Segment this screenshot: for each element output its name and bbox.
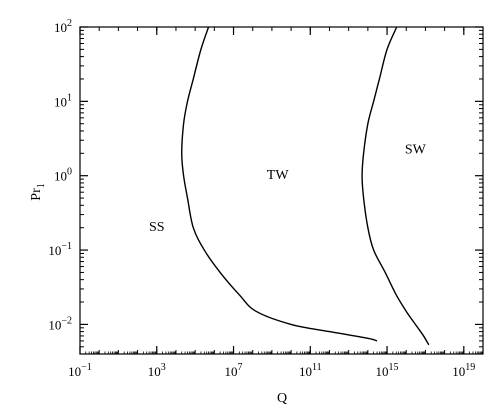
x-tick-label: 103 — [148, 362, 166, 379]
y-tick-label: 100 — [54, 167, 72, 184]
annotations-layer: SS TW SW — [149, 142, 427, 235]
x-axis-label: Q — [277, 391, 287, 406]
x-tick-label: 1015 — [376, 362, 399, 379]
y-axis-label: Pr1 — [29, 183, 47, 200]
x-tick-labels: 10−1 103 107 1011 1015 1019 — [68, 362, 475, 379]
plot-frame — [79, 26, 484, 355]
y-tick-label: 102 — [54, 18, 72, 35]
boundary-curve-1 — [361, 26, 430, 346]
x-tick-label: 1019 — [452, 362, 475, 379]
curves-layer — [181, 26, 430, 346]
ticks-layer — [79, 26, 484, 355]
x-tick-label: 1011 — [299, 362, 322, 379]
y-tick-label: 10−1 — [48, 241, 72, 258]
region-label-ss: SS — [149, 220, 165, 235]
y-tick-label: 101 — [54, 92, 72, 109]
region-label-sw: SW — [405, 142, 427, 157]
x-tick-label: 107 — [225, 362, 243, 379]
region-label-tw: TW — [267, 168, 290, 183]
x-tick-label: 10−1 — [68, 362, 92, 379]
y-tick-label: 10−2 — [48, 315, 72, 332]
y-tick-labels: 10−2 10−1 100 101 102 — [48, 18, 72, 332]
boundary-curve-2 — [181, 26, 378, 342]
